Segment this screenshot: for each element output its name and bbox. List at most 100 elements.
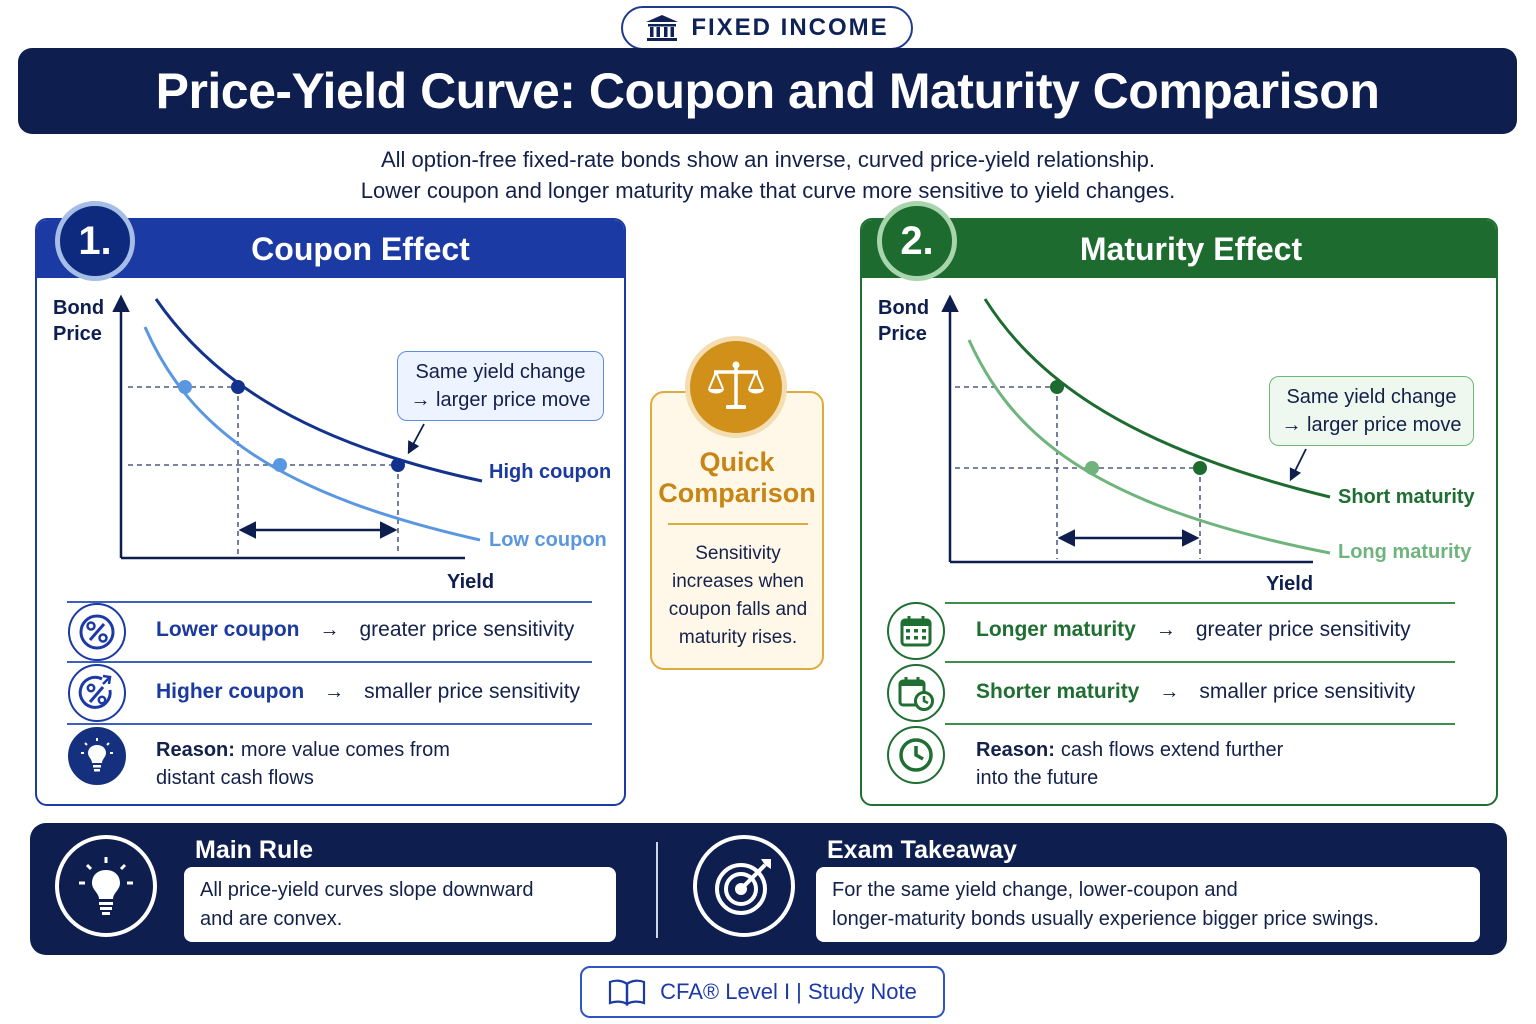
- divider: [945, 723, 1455, 725]
- reason-key: Reason:: [156, 739, 235, 761]
- high-coupon-curve: [154, 298, 483, 483]
- subtitle-line-2: Lower coupon and longer maturity make th…: [360, 178, 1176, 203]
- percent-icon: [79, 614, 115, 650]
- coupon-effect-panel: Coupon Effect: [35, 218, 626, 806]
- quick-body-line: Sensitivity: [695, 543, 781, 564]
- curve-point: [1050, 380, 1064, 394]
- divider: [668, 523, 808, 525]
- lightbulb-icon: [81, 738, 113, 772]
- callout-line-1: Same yield change: [1286, 386, 1457, 408]
- clock-icon: [899, 738, 933, 772]
- quick-body-line: coupon falls and: [668, 599, 808, 620]
- reason-key: Reason:: [976, 739, 1055, 761]
- exam-line-1: For the same yield change, lower-coupon …: [832, 879, 1238, 901]
- curve-point: [178, 380, 192, 394]
- row-value: smaller price sensitivity: [364, 680, 581, 703]
- lower-coupon-row: Lower coupon → greater price sensitivity: [156, 618, 574, 642]
- calendar-icon: [900, 616, 932, 647]
- coupon-row-icon: [68, 664, 126, 722]
- exam-takeaway-title: Exam Takeaway: [827, 836, 1017, 864]
- open-book-icon: [609, 979, 646, 1006]
- row-value: greater price sensitivity: [1195, 618, 1411, 641]
- exam-line-2: longer-maturity bonds usually experience…: [832, 908, 1379, 930]
- curve-point: [1085, 461, 1099, 475]
- row-arrow: →: [319, 618, 340, 641]
- divider: [67, 601, 592, 603]
- maturity-reason: Reason: cash flows extend further into th…: [976, 736, 1283, 792]
- short-maturity-curve: [983, 298, 1331, 499]
- reason-line-1: cash flows extend further: [1060, 739, 1284, 761]
- row-key: Higher coupon: [156, 680, 305, 703]
- balance-scale-icon: [708, 361, 764, 409]
- main-rule-box: All price-yield curves slope downward an…: [184, 867, 616, 942]
- callout-line-2: → larger price move: [410, 389, 591, 411]
- coupon-callout: Same yield change → larger price move: [397, 351, 604, 421]
- row-key: Longer maturity: [976, 618, 1136, 641]
- maturity-panel-title: Maturity Effect: [862, 220, 1496, 278]
- coupon-price-yield-chart: Bond Price Yield High coupon Low coupon: [53, 294, 611, 593]
- divider: [945, 602, 1455, 604]
- main-rule-line-2: and are convex.: [200, 908, 343, 930]
- reason-line-2: distant cash flows: [156, 767, 314, 789]
- longer-maturity-row: Longer maturity → greater price sensitiv…: [976, 618, 1411, 642]
- quick-body-line: increases when: [671, 571, 805, 592]
- reason-line-2: into the future: [976, 767, 1099, 789]
- coupon-y-axis-label: Bond: [53, 297, 104, 319]
- callout-pointer: [407, 423, 425, 455]
- row-key: Lower coupon: [156, 618, 300, 641]
- subtitle-line-1: All option-free fixed-rate bonds show an…: [380, 147, 1156, 172]
- shorter-maturity-row: Shorter maturity → smaller price sensiti…: [976, 680, 1415, 704]
- low-coupon-curve: [143, 326, 481, 542]
- percent-up-icon: [78, 674, 112, 709]
- maturity-reason-icon: [887, 726, 945, 784]
- callout-line-1: Same yield change: [415, 361, 586, 383]
- maturity-y-axis-label: Price: [878, 323, 927, 345]
- main-rule-line-1: All price-yield curves slope downward: [200, 879, 534, 901]
- reason-line-1: more value comes from: [240, 739, 450, 761]
- coupon-reason-icon: [68, 727, 126, 785]
- calendar-clock-icon: [898, 677, 934, 711]
- divider: [67, 661, 592, 663]
- quick-body-line: maturity rises.: [678, 627, 798, 648]
- exam-takeaway-icon: [693, 835, 795, 937]
- coupon-reason: Reason: more value comes from distant cas…: [156, 736, 450, 792]
- main-rule-icon: [55, 835, 157, 937]
- quick-title-line-2: Comparison: [658, 478, 816, 508]
- callout-pointer: [1289, 448, 1307, 482]
- maturity-number-badge: 2.: [877, 201, 957, 281]
- coupon-y-axis-label: Price: [53, 323, 102, 345]
- row-value: greater price sensitivity: [359, 618, 575, 641]
- quick-comparison-title: Quick Comparison: [652, 447, 822, 509]
- short-maturity-label: Short maturity: [1338, 486, 1476, 508]
- long-maturity-curve: [967, 339, 1331, 555]
- higher-coupon-row: Higher coupon → smaller price sensitivit…: [156, 680, 580, 704]
- bank-icon: [646, 15, 679, 41]
- low-coupon-label: Low coupon: [489, 529, 607, 551]
- curve-point: [1193, 461, 1207, 475]
- maturity-price-yield-chart: Bond Price Yield Short maturity Long mat…: [878, 294, 1476, 595]
- maturity-x-axis-label: Yield: [1266, 573, 1313, 595]
- maturity-callout: Same yield change → larger price move: [1269, 376, 1474, 446]
- row-value: smaller price sensitivity: [1199, 680, 1416, 703]
- coupon-number-badge: 1.: [55, 201, 135, 281]
- row-arrow: →: [1159, 680, 1180, 703]
- curve-point: [273, 458, 287, 472]
- row-arrow: →: [1155, 618, 1176, 641]
- quick-comparison-card: Quick Comparison Sensitivity increases w…: [650, 391, 824, 670]
- quick-title-line-1: Quick: [699, 447, 775, 477]
- footer-label: CFA® Level I | Study Note: [660, 979, 917, 1004]
- page-title: Price-Yield Curve: Coupon and Maturity C…: [155, 63, 1380, 119]
- row-key: Shorter maturity: [976, 680, 1140, 703]
- curve-point: [391, 458, 405, 472]
- subtitle: All option-free fixed-rate bonds show an…: [240, 144, 1296, 206]
- target-icon: [715, 859, 771, 915]
- quick-comparison-body: Sensitivity increases when coupon falls …: [658, 540, 818, 652]
- main-rule-title: Main Rule: [195, 836, 314, 864]
- maturity-row-icon: [887, 664, 945, 722]
- callout-line-2: → larger price move: [1281, 414, 1462, 436]
- coupon-panel-title: Coupon Effect: [37, 220, 624, 278]
- title-bar: Price-Yield Curve: Coupon and Maturity C…: [18, 48, 1517, 134]
- exam-takeaway-box: For the same yield change, lower-coupon …: [816, 867, 1480, 942]
- footer-badge: CFA® Level I | Study Note: [580, 966, 945, 1018]
- high-coupon-label: High coupon: [489, 461, 611, 483]
